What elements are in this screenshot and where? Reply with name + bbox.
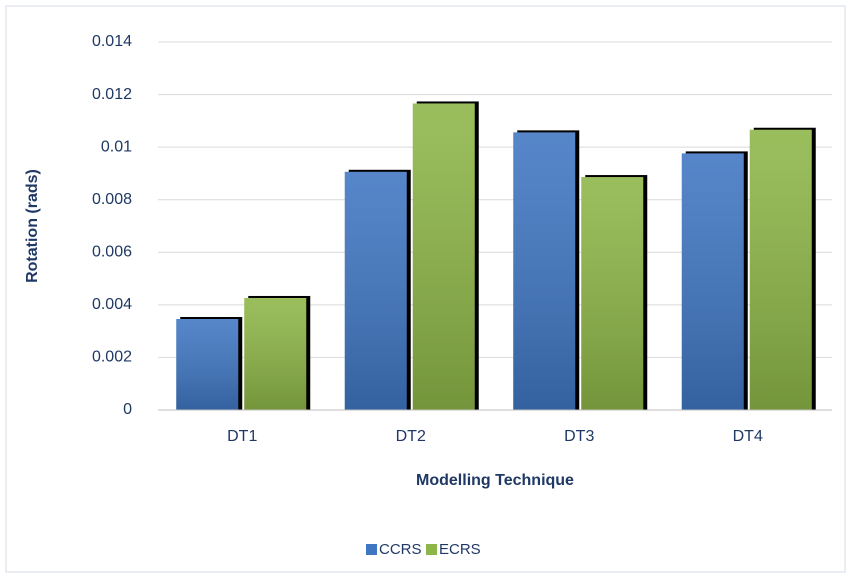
y-axis-title: Rotation (rads) — [24, 169, 41, 283]
bar-gloss — [749, 129, 812, 410]
bar-gloss — [176, 319, 239, 410]
bar-gloss — [344, 171, 407, 410]
y-tick-label: 0 — [123, 401, 132, 418]
y-tick-label: 0.012 — [92, 86, 132, 103]
y-tick-label: 0.006 — [92, 244, 132, 261]
y-tick-label: 0.008 — [92, 191, 132, 208]
bar-gloss — [412, 103, 475, 410]
legend-label: CCRS — [379, 541, 422, 558]
bar-gloss — [244, 297, 307, 410]
y-tick-label: 0.004 — [92, 296, 132, 313]
x-tick-label: DT1 — [227, 428, 257, 445]
y-tick-label: 0.002 — [92, 349, 132, 366]
legend-swatch — [426, 544, 437, 555]
x-tick-label: DT2 — [396, 428, 426, 445]
bar-gloss — [681, 153, 744, 410]
bar-gloss — [581, 177, 644, 410]
legend-swatch — [366, 544, 377, 555]
bar-gloss — [513, 132, 576, 410]
y-tick-label: 0.01 — [101, 138, 132, 155]
legend-label: ECRS — [439, 541, 481, 558]
x-tick-label: DT4 — [733, 428, 763, 445]
x-tick-label: DT3 — [564, 428, 594, 445]
x-axis-title: Modelling Technique — [416, 472, 574, 489]
y-tick-label: 0.014 — [92, 33, 132, 50]
